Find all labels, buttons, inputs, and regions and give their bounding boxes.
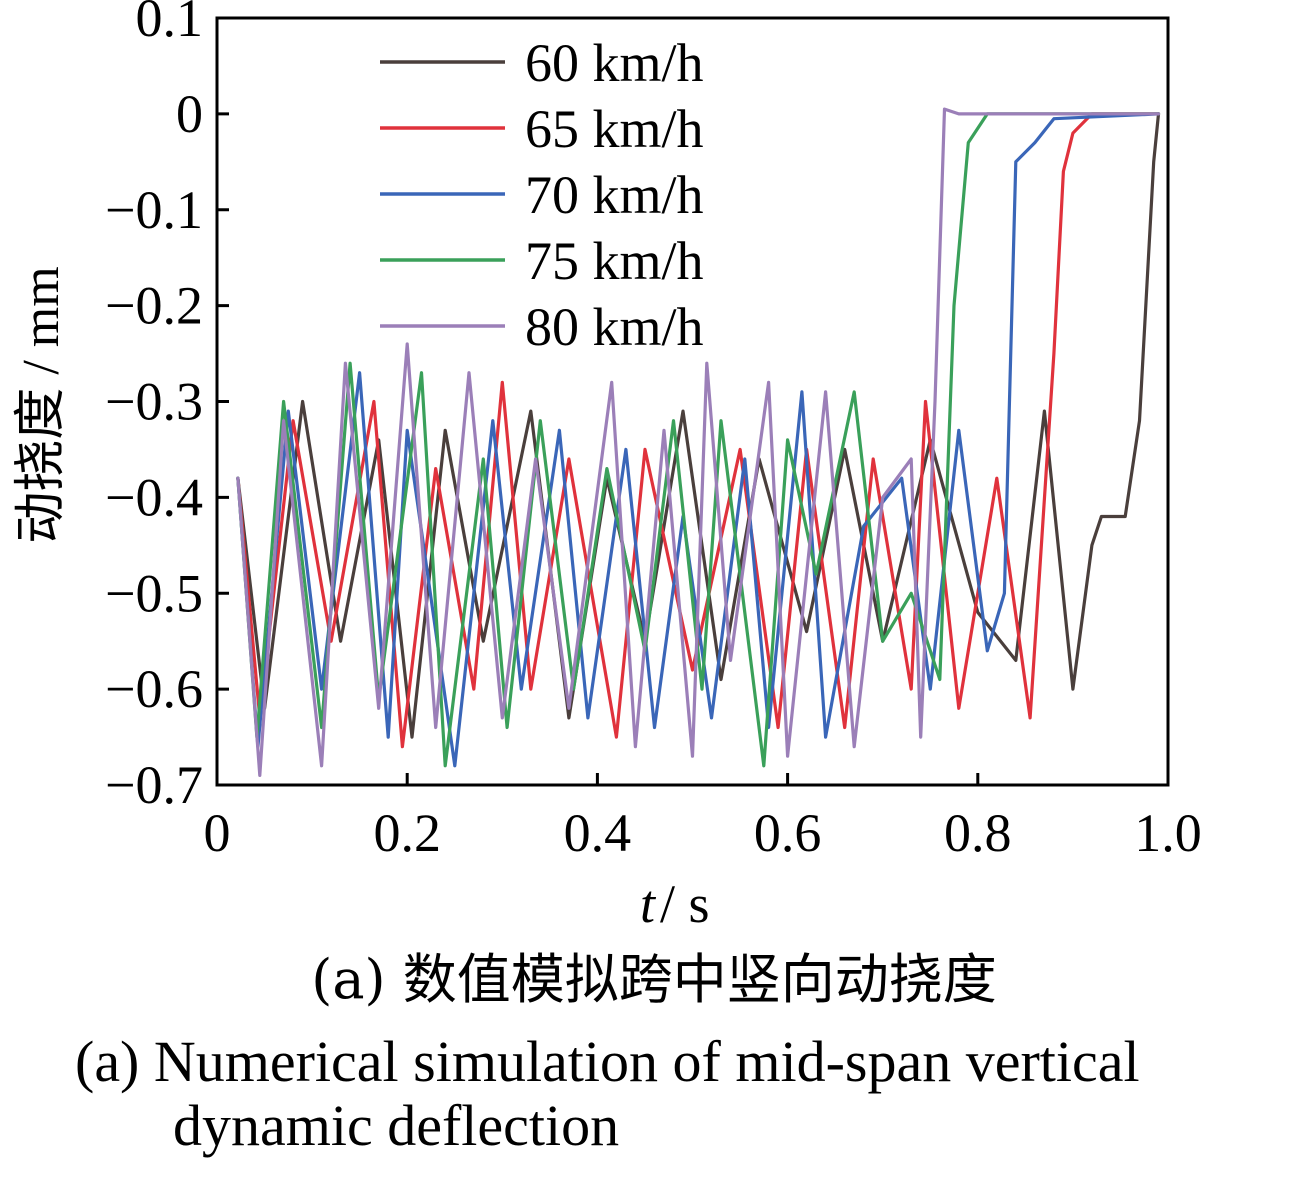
series-layer [236,107,1161,777]
y-tick-label: −0.5 [105,563,203,623]
legend: 60 km/h65 km/h70 km/h75 km/h80 km/h [380,33,704,357]
x-axis-label-italic: t [640,874,657,934]
x-tick-label: 0.6 [754,803,822,863]
y-tick-label: −0.7 [105,755,203,815]
ticks-layer: 0 0.2 0.4 0.6 0.8 1.0 0.1 0 −0.1 −0.2 −0.3 −0.4 −0.5… [105,0,1202,863]
caption-english-line1: (a) Numerical simulation of mid-span ver… [75,1029,1140,1094]
y-axis-label: 动挠度 / mm [13,266,70,543]
caption-english: (a) Numerical simulation of mid-span ver… [75,1030,1308,1158]
x-tick-label: 0.2 [373,803,441,863]
x-tick-label: 0.4 [564,803,632,863]
caption-chinese: (a) 数值模拟跨中竖向动挠度 [311,948,997,1011]
y-tick-label: 0 [176,84,203,144]
caption-english-line2: dynamic deflection [173,1093,620,1158]
x-axis-label-unit: / s [660,874,710,934]
legend-label: 70 km/h [525,165,704,225]
y-tick-label: −0.6 [105,659,203,719]
x-tick-label: 0 [204,803,231,863]
series-line-65-km-h [236,112,1161,749]
x-tick-label: 1.0 [1134,803,1202,863]
y-tick-label: −0.1 [105,180,203,240]
y-tick-label: −0.3 [105,372,203,432]
legend-label: 65 km/h [525,99,704,159]
legend-label: 75 km/h [525,231,704,291]
legend-label: 80 km/h [525,297,704,357]
y-tick-label: −0.4 [105,467,203,527]
x-tick-label: 0.8 [944,803,1012,863]
legend-label: 60 km/h [525,33,704,93]
series-line-80-km-h [236,107,1161,777]
y-tick-label: −0.2 [105,276,203,336]
y-tick-label: 0.1 [136,0,204,48]
